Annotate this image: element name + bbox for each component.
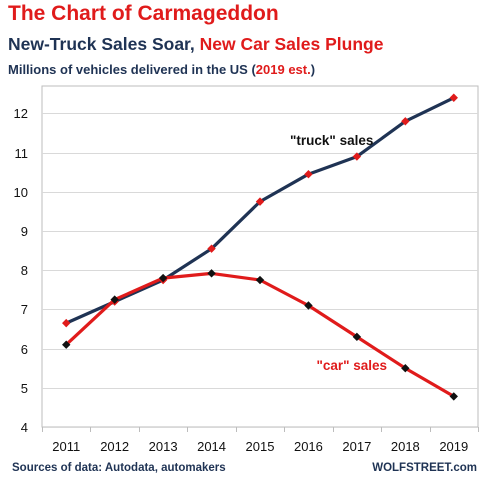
subtitle-car-part: New Car Sales Plunge xyxy=(199,34,384,54)
car-sales-point xyxy=(255,275,265,285)
truck-sales-point xyxy=(207,244,216,253)
truck-sales-point xyxy=(62,318,71,328)
truck-sales-point xyxy=(352,152,362,161)
y-tick-label: 5 xyxy=(21,381,28,396)
car-sales-point xyxy=(401,364,410,373)
y-tick-label: 10 xyxy=(14,185,28,200)
y-tick-label: 7 xyxy=(21,302,28,317)
truck-series-label: "truck" sales xyxy=(290,133,373,148)
units-close: ) xyxy=(310,62,316,77)
units-text: Millions of vehicles delivered in the US… xyxy=(8,62,256,77)
truck-sales-line xyxy=(64,96,456,325)
y-tick-label: 11 xyxy=(15,146,29,161)
car-sales-point xyxy=(304,301,313,310)
sources-note: Sources of data: Autodata, automakers xyxy=(12,462,226,474)
y-tick-label: 12 xyxy=(14,106,28,121)
car-sales-point xyxy=(352,332,362,342)
truck-sales-point xyxy=(449,93,458,102)
x-tick-label: 2019 xyxy=(439,439,468,454)
car-sales-point xyxy=(449,392,458,401)
plot-area xyxy=(41,85,479,428)
car-sales-line xyxy=(64,271,456,398)
x-tick-label: 2012 xyxy=(100,439,129,454)
y-tick-label: 4 xyxy=(21,420,28,435)
x-tick-label: 2015 xyxy=(246,439,275,454)
car-sales-point xyxy=(207,269,216,278)
x-tick-label: 2013 xyxy=(149,439,178,454)
car-sales-point xyxy=(62,340,71,349)
units-estimate: 2019 est. xyxy=(255,62,311,77)
truck-sales-point xyxy=(401,117,410,126)
car-sales-point xyxy=(158,273,168,283)
truck-sales-point xyxy=(255,197,265,206)
x-tick-label: 2018 xyxy=(391,439,420,454)
y-tick-label: 8 xyxy=(21,263,28,278)
x-tick-label: 2014 xyxy=(197,439,226,454)
truck-sales-point xyxy=(304,169,313,179)
car-sales-point xyxy=(110,295,119,304)
x-tick-label: 2017 xyxy=(342,439,371,454)
chart-subtitle: New-Truck Sales Soar, New Car Sales Plun… xyxy=(8,34,383,55)
subtitle-truck-part: New-Truck Sales Soar, xyxy=(8,34,200,54)
x-tick-label: 2016 xyxy=(294,439,323,454)
brand-label: WOLFSTREET.com xyxy=(372,462,477,474)
x-tick-label: 2011 xyxy=(52,439,80,454)
y-tick-label: 9 xyxy=(21,224,28,239)
chart-units-label: Millions of vehicles delivered in the US… xyxy=(8,62,315,77)
y-tick-label: 6 xyxy=(21,342,28,357)
car-series-label: "car" sales xyxy=(316,358,387,373)
chart-title: The Chart of Carmageddon xyxy=(8,2,279,25)
